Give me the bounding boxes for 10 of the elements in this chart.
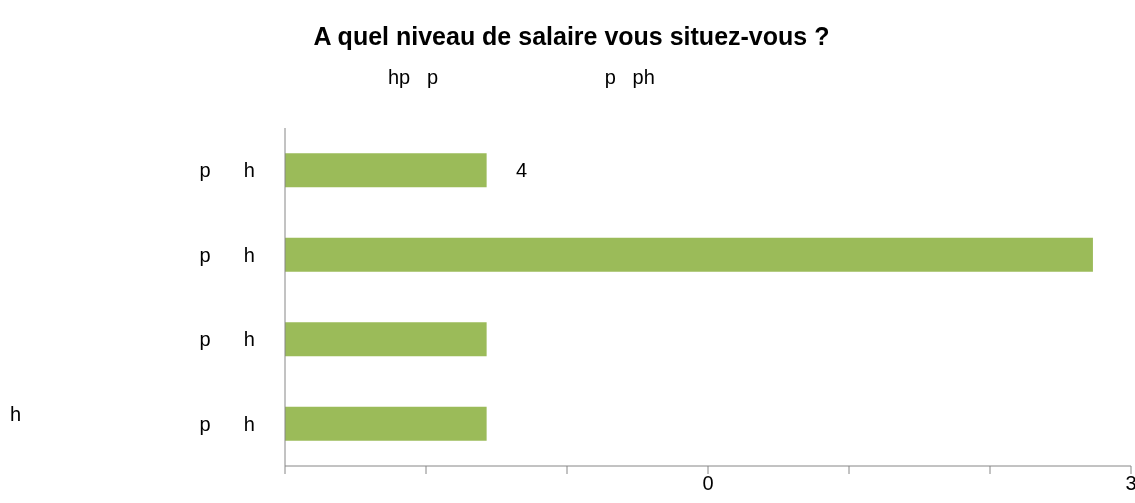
y-tick-label: p h (199, 243, 255, 266)
x-tick-label: 0 (702, 472, 714, 495)
y-tick-label: p h (199, 159, 255, 182)
chart-subtitle: hp p p ph (388, 66, 655, 89)
annotation: 4 (516, 159, 528, 182)
y-tick-label: p h (199, 412, 255, 435)
y-tick-label: p h (199, 328, 255, 351)
text: h (10, 403, 22, 426)
chart-title: A quel niveau de salaire vous situez-vous ? (312, 22, 831, 51)
x-tick-label: 3 (1125, 472, 1135, 495)
